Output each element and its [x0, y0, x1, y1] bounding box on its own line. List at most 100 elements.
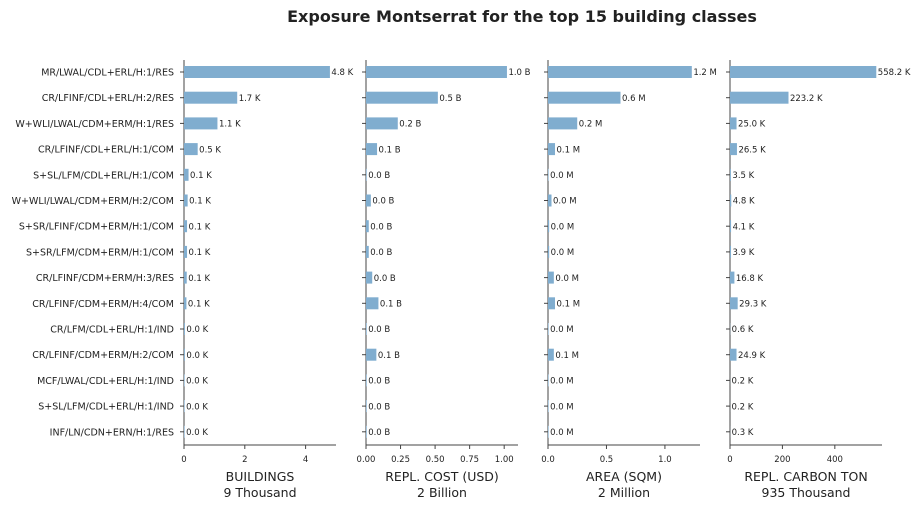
category-label: CR/LFINF/CDL+ERL/H:1/COM	[38, 145, 174, 156]
value-label: 4.8 K	[331, 68, 353, 78]
value-label: 1.1 K	[219, 120, 241, 130]
bar	[184, 425, 185, 438]
bar	[366, 143, 378, 156]
bar	[548, 400, 549, 413]
x-tick-label: 400	[827, 455, 843, 465]
bar	[548, 425, 549, 438]
value-label: 0.1 M	[555, 351, 579, 361]
x-tick-label: 0.75	[460, 455, 479, 465]
value-label: 0.0 B	[370, 248, 392, 258]
value-label: 0.0 B	[368, 325, 390, 335]
value-label: 3.9 K	[733, 248, 755, 258]
x-tick-label: 4	[303, 455, 308, 465]
bar	[184, 323, 185, 335]
value-label: 0.5 K	[199, 145, 221, 155]
value-label: 0.1 B	[379, 145, 401, 155]
value-label: 0.0 B	[368, 402, 390, 412]
value-label: 0.0 B	[370, 222, 392, 232]
category-label: W+WLI/LWAL/CDM+ERM/H:1/RES	[15, 119, 174, 130]
bar	[730, 168, 731, 181]
value-label: 0.0 M	[551, 222, 575, 232]
value-label: 0.1 M	[557, 145, 581, 155]
value-label: 24.9 K	[738, 351, 766, 361]
value-label: 0.1 K	[189, 222, 211, 232]
x-axis-total: 9 Thousand	[223, 485, 296, 500]
bar	[548, 220, 550, 233]
chart-title: Exposure Montserrat for the top 15 build…	[287, 7, 757, 26]
bar	[548, 143, 556, 156]
x-axis-total: 2 Billion	[417, 485, 467, 500]
bar	[366, 400, 367, 413]
value-label: 0.2 K	[732, 377, 754, 387]
bar	[548, 323, 549, 335]
bar	[366, 297, 379, 310]
bar	[548, 348, 554, 361]
bar	[184, 271, 187, 284]
x-tick-label: 1.0	[658, 455, 672, 465]
bar	[366, 91, 438, 104]
x-tick-label: 0.00	[357, 455, 376, 465]
value-label: 0.0 M	[550, 325, 574, 335]
category-label: CR/LFINF/CDM+ERM/H:3/RES	[36, 273, 174, 284]
value-label: 0.0 M	[550, 171, 574, 181]
value-label: 16.8 K	[736, 274, 764, 284]
value-label: 0.0 K	[186, 402, 208, 412]
category-label: INF/LN/CDN+ERN/H:1/RES	[50, 427, 174, 438]
bar	[366, 348, 377, 361]
bar	[730, 143, 737, 156]
value-label: 0.0 M	[553, 197, 577, 207]
x-tick-label: 1.00	[495, 455, 514, 465]
bar	[730, 91, 789, 104]
value-label: 0.2 B	[399, 120, 421, 130]
x-tick-label: 0	[181, 455, 186, 465]
category-label: MR/LWAL/CDL+ERL/H:1/RES	[41, 68, 174, 79]
category-label: S+SR/LFM/CDM+ERM/H:1/COM	[26, 247, 174, 258]
bar	[730, 297, 738, 310]
bar	[548, 66, 692, 78]
x-axis-label: BUILDINGS	[226, 469, 295, 484]
value-label: 0.0 M	[550, 428, 574, 438]
value-label: 0.0 M	[550, 377, 574, 387]
category-label: CR/LFM/CDL+ERL/H:1/IND	[50, 325, 174, 336]
value-label: 0.1 M	[557, 300, 581, 310]
bar	[184, 220, 188, 233]
x-tick-label: 200	[774, 455, 790, 465]
value-label: 26.5 K	[738, 145, 766, 155]
value-label: 0.5 B	[439, 94, 461, 104]
bar	[548, 168, 549, 181]
bar	[184, 348, 185, 361]
bar	[184, 168, 189, 181]
value-label: 4.1 K	[733, 222, 755, 232]
category-label: S+SR/LFINF/CDM+ERM/H:1/COM	[19, 222, 174, 233]
bar	[548, 374, 549, 387]
value-label: 0.0 K	[186, 351, 208, 361]
bar	[366, 220, 369, 233]
category-label: W+WLI/LWAL/CDM+ERM/H:2/COM	[12, 196, 174, 207]
x-tick-label: 2	[242, 455, 247, 465]
value-label: 0.1 B	[380, 300, 402, 310]
bar	[548, 91, 621, 104]
category-label: S+SL/LFM/CDL+ERL/H:1/IND	[38, 402, 174, 413]
bar	[730, 348, 737, 361]
bar	[548, 297, 556, 310]
bar	[366, 425, 367, 438]
bar	[548, 245, 550, 258]
bar	[366, 271, 373, 284]
value-label: 0.2 M	[579, 120, 603, 130]
value-label: 0.0 B	[368, 428, 390, 438]
bar	[366, 245, 369, 258]
value-label: 3.5 K	[732, 171, 754, 181]
bar	[184, 297, 187, 310]
bar	[184, 245, 188, 258]
value-label: 4.8 K	[733, 197, 755, 207]
value-label: 0.0 B	[368, 171, 390, 181]
bar	[184, 91, 238, 104]
value-label: 1.2 M	[693, 68, 717, 78]
value-label: 0.1 K	[189, 248, 211, 258]
value-label: 0.3 K	[732, 428, 754, 438]
value-label: 1.0 B	[508, 68, 530, 78]
category-label: MCF/LWAL/CDL+ERL/H:1/IND	[37, 376, 174, 387]
value-label: 0.0 B	[368, 377, 390, 387]
